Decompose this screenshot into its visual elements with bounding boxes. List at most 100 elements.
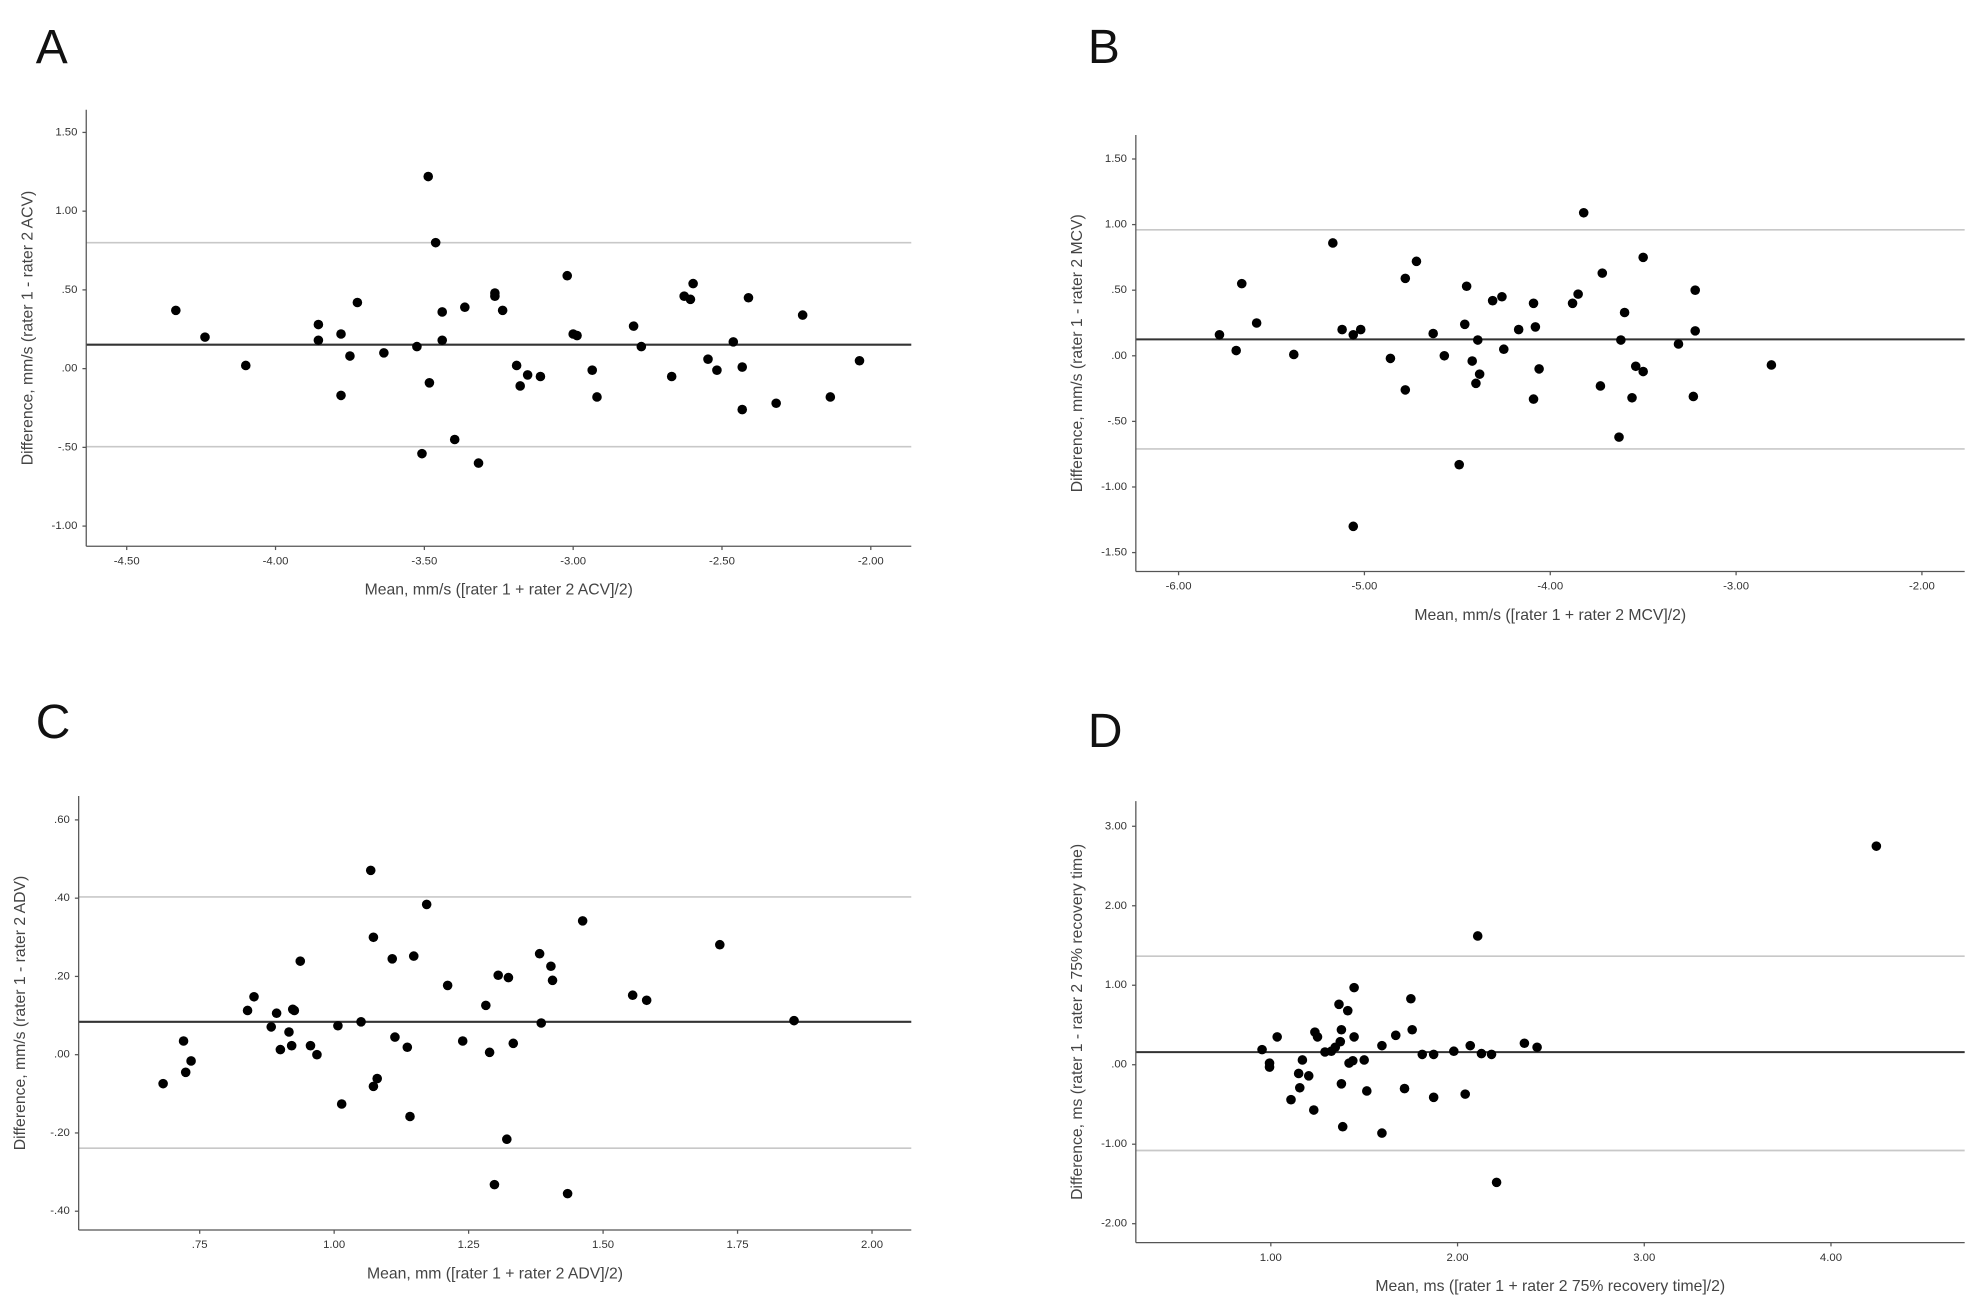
y-tick-label: .20 xyxy=(54,970,70,982)
data-point xyxy=(1312,1032,1323,1042)
data-point xyxy=(295,956,306,966)
data-point xyxy=(1390,1030,1401,1041)
data-point xyxy=(1251,318,1262,328)
x-tick-label: 2.00 xyxy=(1447,1252,1469,1264)
x-tick-label: -4.00 xyxy=(1537,581,1563,593)
data-point xyxy=(743,292,754,303)
data-point xyxy=(408,951,419,961)
x-tick-label: 1.00 xyxy=(1260,1252,1282,1264)
data-point xyxy=(312,1049,322,1060)
data-point xyxy=(1688,391,1699,402)
data-point xyxy=(1528,394,1539,404)
data-point xyxy=(275,1044,286,1055)
data-point xyxy=(1348,521,1359,532)
y-axis-title: Difference, mm/s (rater 1 - rater 2 MCV) xyxy=(1069,214,1086,492)
data-point xyxy=(825,392,836,402)
y-tick-label: -.20 xyxy=(50,1127,70,1139)
data-point xyxy=(1532,1042,1542,1053)
data-point xyxy=(1335,1036,1346,1047)
data-point xyxy=(1528,298,1539,309)
data-point xyxy=(365,865,376,876)
data-point xyxy=(424,378,435,388)
data-point xyxy=(1472,931,1483,941)
data-point xyxy=(1400,273,1411,284)
data-point xyxy=(1355,324,1366,335)
data-point xyxy=(1362,1086,1372,1096)
x-axis-title: Mean, mm/s ([rater 1 + rater 2 MCV]/2) xyxy=(1414,607,1686,624)
y-tick-label: .50 xyxy=(1111,284,1127,296)
y-tick-label: 1.50 xyxy=(1105,153,1127,165)
data-point xyxy=(627,990,638,1001)
data-point xyxy=(715,939,725,950)
data-point xyxy=(1573,289,1583,299)
y-tick-label: 3.00 xyxy=(1105,820,1127,832)
data-point xyxy=(379,348,389,358)
data-point xyxy=(473,458,484,468)
data-point xyxy=(1567,298,1578,309)
data-point xyxy=(1499,344,1509,355)
data-point xyxy=(1411,256,1422,267)
data-point xyxy=(289,1005,300,1016)
data-point xyxy=(1619,307,1630,318)
data-point xyxy=(405,1111,415,1122)
x-tick-label: -4.50 xyxy=(114,555,140,567)
y-tick-label: -.50 xyxy=(1107,415,1127,427)
data-point xyxy=(502,1134,512,1145)
data-point xyxy=(437,335,448,346)
data-point xyxy=(1673,339,1684,349)
x-tick-label: -2.50 xyxy=(709,555,735,567)
data-point xyxy=(546,961,556,972)
y-axis-title: Difference, mm/s (rater 1 - rater 2 ACV) xyxy=(19,191,36,466)
data-point xyxy=(1474,369,1485,379)
data-point xyxy=(352,297,363,308)
data-point xyxy=(1690,285,1701,295)
x-tick-label: 4.00 xyxy=(1820,1252,1842,1264)
data-point xyxy=(1289,349,1299,360)
data-point xyxy=(1400,385,1411,395)
data-point xyxy=(242,1005,253,1016)
data-point xyxy=(336,390,346,401)
data-point xyxy=(562,1188,573,1199)
data-point xyxy=(789,1015,799,1026)
x-axis-title: Mean, ms ([rater 1 + rater 2 75% recover… xyxy=(1375,1278,1725,1295)
data-point xyxy=(854,355,865,366)
data-point xyxy=(1578,207,1589,218)
y-tick-label: 1.00 xyxy=(1105,979,1127,991)
data-point xyxy=(437,307,448,317)
panel: B -1.50 -1.00 -.50 .00 .50 1.00 1.50 -6.00 -5.00 -… xyxy=(1069,21,1965,624)
data-point xyxy=(1519,1038,1530,1049)
data-point xyxy=(284,1027,294,1037)
y-tick-label: .00 xyxy=(1111,1059,1127,1071)
data-point xyxy=(249,991,259,1002)
data-point xyxy=(1377,1128,1387,1138)
y-tick-label: .50 xyxy=(62,284,78,296)
data-point xyxy=(1293,1068,1304,1079)
x-tick-label: -2.00 xyxy=(858,555,884,567)
data-point xyxy=(508,1038,519,1049)
x-tick-label: 2.00 xyxy=(861,1239,883,1251)
data-point xyxy=(387,954,398,964)
data-point xyxy=(430,237,441,248)
panel-letter: D xyxy=(1088,705,1123,758)
data-point xyxy=(592,392,602,402)
data-point xyxy=(1264,1062,1275,1072)
data-point xyxy=(1459,319,1470,330)
data-point xyxy=(577,916,588,926)
data-point xyxy=(712,365,722,375)
data-point xyxy=(587,365,598,375)
data-point xyxy=(1308,1105,1319,1115)
data-point xyxy=(688,278,698,289)
data-point xyxy=(628,321,639,331)
data-point xyxy=(685,294,696,305)
data-point xyxy=(356,1017,366,1027)
data-point xyxy=(1428,1092,1439,1103)
data-point xyxy=(1461,281,1472,292)
panel-letter: B xyxy=(1088,21,1120,74)
data-point xyxy=(1638,366,1648,377)
data-point xyxy=(1257,1044,1267,1055)
data-point xyxy=(666,371,677,382)
data-point xyxy=(457,1036,468,1046)
x-tick-label: 1.75 xyxy=(727,1239,749,1251)
data-point xyxy=(503,972,514,983)
data-point xyxy=(1487,295,1498,306)
